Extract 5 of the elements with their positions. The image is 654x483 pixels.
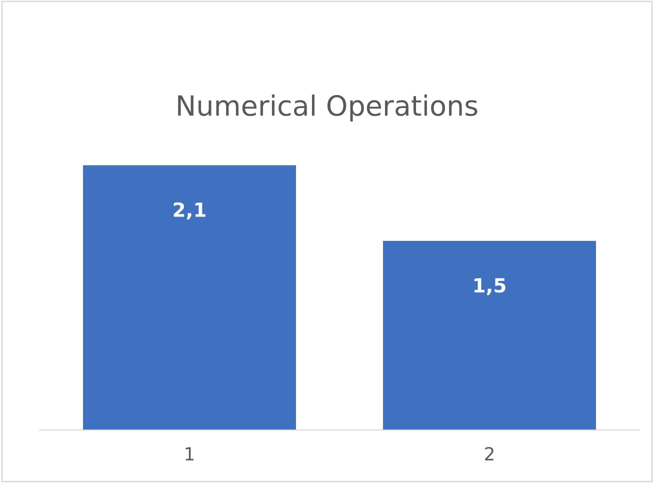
chart-title: Numerical Operations — [178, 94, 478, 122]
x-tick-label: 2 — [485, 446, 494, 460]
x-tick-label: 1 — [186, 447, 194, 460]
data-label: 2,1 — [174, 202, 206, 220]
data-label: 1,5 — [474, 278, 506, 296]
